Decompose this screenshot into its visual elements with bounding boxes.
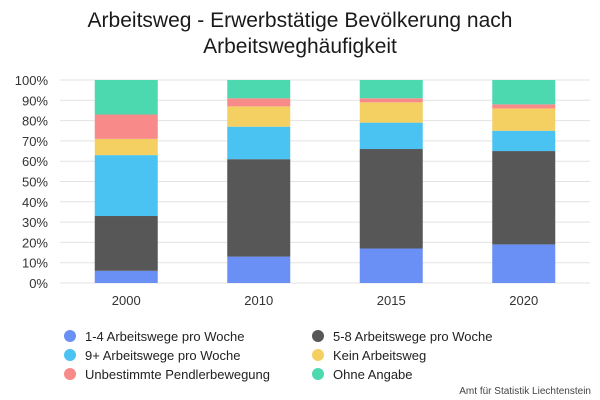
source-note: Amt für Statistik Liechtenstein — [459, 386, 591, 397]
legend-marker — [312, 330, 324, 342]
legend-item[interactable]: 9+ Arbeitswege pro Woche — [64, 348, 241, 364]
y-tick-label: 60% — [22, 154, 48, 169]
x-tick-label: 2015 — [377, 293, 406, 308]
bar-segment-2000-3 — [94, 155, 158, 217]
bar-segment-2010-1 — [227, 256, 291, 283]
bar-segment-2020-5 — [492, 104, 556, 109]
y-tick-label: 20% — [22, 235, 48, 250]
y-tick-label: 70% — [22, 134, 48, 149]
bar-segment-2020-2 — [492, 151, 556, 245]
legend-label: Unbestimmte Pendlerbewegung — [85, 367, 270, 382]
chart-title-line-2: Arbeitsweghäufigkeit — [203, 35, 397, 58]
bar-segment-2020-4 — [492, 108, 556, 131]
bar-segment-2000-2 — [94, 216, 158, 271]
bar-segment-2020-3 — [492, 130, 556, 152]
stacked-bar-chart: 0% 10% 20% 30% 40% 50% 60% 70% 80% 90% 100% 2000 201… — [15, 73, 590, 308]
bar-segment-2000-5 — [94, 114, 158, 139]
bar-segment-2000-4 — [94, 138, 158, 156]
y-tick-label: 40% — [22, 195, 48, 210]
legend-marker — [312, 349, 324, 361]
y-tick-label: 80% — [22, 114, 48, 129]
legend-item[interactable]: Unbestimmte Pendlerbewegung — [64, 367, 270, 383]
chart-title-line-1: Arbeitsweg - Erwerbstätige Bevölkerung n… — [87, 9, 513, 32]
bar-segment-2010-4 — [227, 106, 291, 127]
bar-segment-2000-6 — [94, 80, 158, 115]
bar-segment-2015-4 — [359, 102, 423, 123]
bar-segment-2015-2 — [359, 149, 423, 249]
legend-label: Ohne Angabe — [333, 367, 413, 382]
legend-label: 5-8 Arbeitswege pro Woche — [333, 329, 493, 344]
bar-segment-2000-1 — [94, 270, 158, 283]
bar-segment-2010-6 — [227, 80, 291, 99]
legend-item[interactable]: Kein Arbeitsweg — [312, 348, 426, 364]
legend-marker — [64, 330, 76, 342]
bar-segment-2010-5 — [227, 98, 291, 107]
y-tick-label: 0% — [29, 276, 48, 291]
legend-label: Kein Arbeitsweg — [333, 348, 427, 363]
bar-segment-2015-1 — [359, 248, 423, 283]
legend-item[interactable]: 5-8 Arbeitswege pro Woche — [312, 329, 492, 345]
bar-segment-2010-3 — [227, 126, 291, 160]
bar-segment-2015-6 — [359, 80, 423, 99]
legend-marker — [64, 349, 76, 361]
y-tick-label: 30% — [22, 215, 48, 230]
x-tick-label: 2010 — [244, 293, 273, 308]
y-tick-label: 100% — [15, 73, 49, 88]
bar-segment-2015-3 — [359, 122, 423, 150]
x-tick-label: 2000 — [112, 293, 141, 308]
bar-segment-2020-1 — [492, 244, 556, 283]
legend-item[interactable]: 1-4 Arbeitswege pro Woche — [64, 329, 244, 345]
y-tick-label: 90% — [22, 93, 48, 108]
chart-title: Arbeitsweg - Erwerbstätige Bevölkerung n… — [0, 8, 600, 60]
x-tick-label: 2020 — [509, 293, 538, 308]
bar-segment-2015-5 — [359, 98, 423, 103]
y-tick-label: 50% — [22, 175, 48, 190]
bar-segment-2020-6 — [492, 80, 556, 105]
bar-segment-2010-2 — [227, 159, 291, 257]
y-tick-label: 10% — [22, 256, 48, 271]
legend-item[interactable]: Ohne Angabe — [312, 367, 413, 383]
legend-label: 9+ Arbeitswege pro Woche — [85, 348, 241, 363]
legend-marker — [64, 368, 76, 380]
legend-marker — [312, 368, 324, 380]
legend-label: 1-4 Arbeitswege pro Woche — [85, 329, 245, 344]
